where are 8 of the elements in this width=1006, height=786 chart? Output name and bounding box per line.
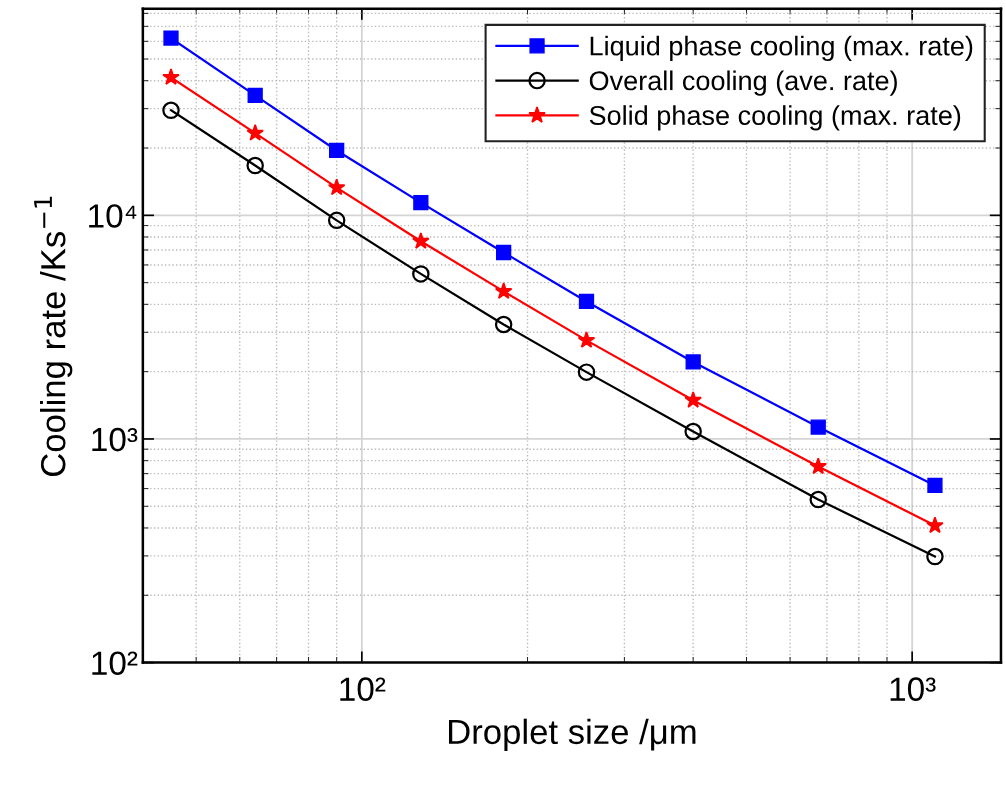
x-axis-title: Droplet size /μm (448, 718, 696, 752)
y-tick-label: 10⁴ (89, 204, 137, 228)
y-tick-label: 10³ (92, 427, 138, 452)
y-tick-label: 10² (92, 651, 138, 675)
legend-label: Solid phase cooling (max. rate) (589, 105, 961, 131)
y-axis-title: Cooling rate /Ks$^{−1}$ (34, 196, 73, 477)
legend-label: Overall cooling (ave. rate) (589, 70, 897, 96)
legend-label: Liquid phase cooling (max. rate) (590, 35, 973, 61)
